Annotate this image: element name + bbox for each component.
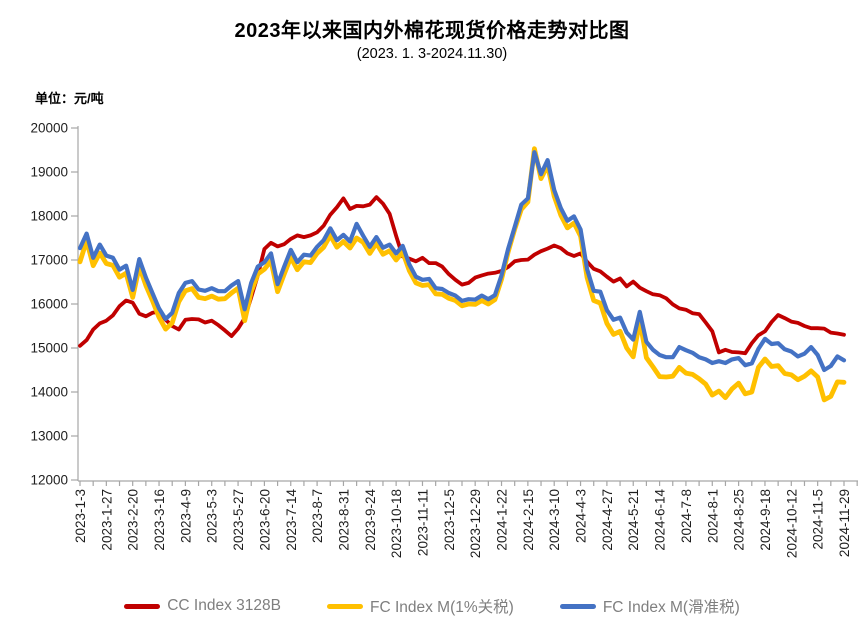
svg-text:2024-3-10: 2024-3-10 xyxy=(547,489,562,551)
svg-text:12000: 12000 xyxy=(30,473,68,488)
svg-text:15000: 15000 xyxy=(30,341,68,356)
svg-text:19000: 19000 xyxy=(30,165,68,180)
svg-text:2023-1-3: 2023-1-3 xyxy=(73,489,88,543)
legend-label: FC Index M(滑准税) xyxy=(602,599,740,616)
legend-item-cc-index: CC Index 3128B xyxy=(124,597,281,615)
chart-subtitle: (2023. 1. 3-2024.11.30) xyxy=(356,46,508,62)
svg-text:14000: 14000 xyxy=(30,385,68,400)
svg-text:2023-8-7: 2023-8-7 xyxy=(310,489,325,543)
svg-text:2024-1-22: 2024-1-22 xyxy=(495,489,510,551)
chart-title: 2023年以来国内外棉花现货价格走势对比图 xyxy=(234,20,630,42)
svg-text:2023-9-24: 2023-9-24 xyxy=(363,489,378,551)
svg-text:2023-1-27: 2023-1-27 xyxy=(99,489,114,551)
svg-text:2023-10-18: 2023-10-18 xyxy=(389,489,404,558)
svg-text:18000: 18000 xyxy=(30,209,68,224)
svg-text:2023-2-20: 2023-2-20 xyxy=(126,489,141,551)
svg-text:2024-5-21: 2024-5-21 xyxy=(626,489,641,551)
svg-text:2024-10-12: 2024-10-12 xyxy=(784,489,799,558)
svg-text:2023-5-3: 2023-5-3 xyxy=(205,489,220,543)
fc-index-1pct-line-swatch xyxy=(326,603,363,609)
fc-index-sliding-line-swatch xyxy=(559,603,596,609)
svg-text:2024-11-29: 2024-11-29 xyxy=(837,489,852,557)
svg-text:2024-8-1: 2024-8-1 xyxy=(705,489,720,543)
cc-index-line-swatch xyxy=(124,603,161,609)
legend-item-fc-index-1pct: FC Index M(1%关税) xyxy=(326,595,514,617)
svg-text:2024-4-27: 2024-4-27 xyxy=(600,489,615,551)
svg-text:2023-6-20: 2023-6-20 xyxy=(257,489,272,551)
svg-text:2024-9-18: 2024-9-18 xyxy=(758,489,773,551)
svg-text:2024-7-8: 2024-7-8 xyxy=(679,489,694,543)
svg-text:2024-6-14: 2024-6-14 xyxy=(653,489,668,551)
unit-label: 单位：元/吨 xyxy=(35,91,104,106)
svg-text:2024-8-25: 2024-8-25 xyxy=(732,489,747,551)
svg-text:2023-8-31: 2023-8-31 xyxy=(336,489,351,551)
svg-text:20000: 20000 xyxy=(30,121,68,136)
svg-text:2023-12-5: 2023-12-5 xyxy=(442,489,457,551)
svg-text:13000: 13000 xyxy=(30,429,68,444)
svg-text:2023-11-11: 2023-11-11 xyxy=(415,489,430,556)
svg-text:2023-4-9: 2023-4-9 xyxy=(178,489,193,543)
svg-text:2024-11-5: 2024-11-5 xyxy=(811,489,826,550)
svg-text:2024-4-3: 2024-4-3 xyxy=(574,489,589,543)
svg-text:2024-2-15: 2024-2-15 xyxy=(521,489,536,551)
legend-label: FC Index M(1%关税) xyxy=(369,599,514,616)
svg-text:2023-7-14: 2023-7-14 xyxy=(284,489,299,551)
svg-text:2023-3-16: 2023-3-16 xyxy=(152,489,167,551)
svg-text:2023-12-29: 2023-12-29 xyxy=(468,489,483,558)
svg-text:16000: 16000 xyxy=(30,297,68,312)
legend-label: CC Index 3128B xyxy=(167,597,281,614)
svg-text:2023-5-27: 2023-5-27 xyxy=(231,489,246,551)
svg-text:17000: 17000 xyxy=(30,253,68,268)
chart-legend: CC Index 3128B FC Index M(1%关税) FC Index… xyxy=(0,595,864,617)
legend-item-fc-index-sliding: FC Index M(滑准税) xyxy=(559,595,740,617)
